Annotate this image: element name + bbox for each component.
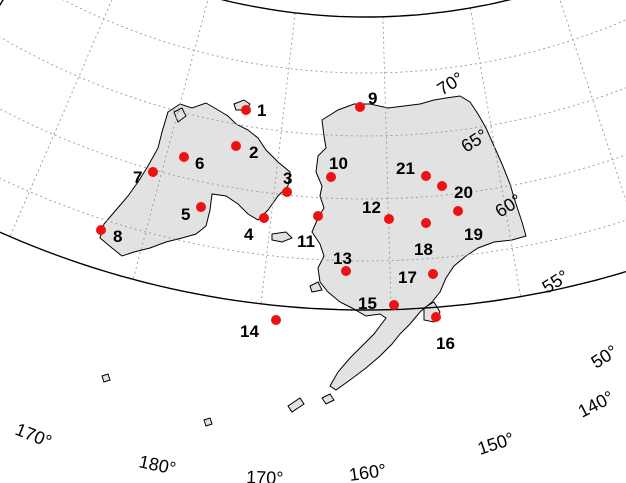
site-marker [421,171,431,181]
site-label: 6 [195,154,204,173]
site-label: 14 [240,322,259,341]
site-marker [428,269,438,279]
meridian-line [469,7,522,297]
site-marker [421,218,431,228]
aleutian-island-e [321,393,335,405]
site-marker [271,315,281,325]
site-label: 2 [249,143,258,162]
site-marker [148,167,158,177]
site-marker [341,266,351,276]
meridian-line [132,0,209,280]
site-label: 13 [333,249,352,268]
meridian-line [382,16,392,310]
map-frame [0,0,626,311]
land-masses [99,95,527,427]
site-label: 10 [329,154,348,173]
longitude-label: 180° [137,451,178,478]
site-marker [355,102,365,112]
site-marker [179,152,189,162]
site-marker [96,225,106,235]
latitude-line [0,177,626,262]
site-label: 16 [436,334,455,353]
meridian-line [559,0,626,203]
site-label: 3 [283,169,292,188]
latitude-label: 50° [588,341,622,372]
chukotka-north-island [173,107,187,123]
site-label: 15 [358,294,377,313]
aleutian-island-d [203,417,213,427]
latitude-line [62,0,626,74]
site-marker [282,187,292,197]
site-label: 12 [362,198,381,217]
site-label: 19 [464,225,483,244]
site-marker [389,300,399,310]
site-marker [313,211,323,221]
site-marker [241,105,251,115]
longitude-label: 140° [575,387,617,422]
site-label: 20 [454,183,473,202]
aleutian-island-a [309,281,323,293]
st-lawrence-island [271,231,293,243]
site-label: 7 [133,168,142,187]
meridian-line [9,0,113,237]
site-label: 11 [297,232,315,251]
site-label: 17 [398,268,417,287]
alaska-landmass [311,95,527,391]
aleutian-island-c [101,373,111,383]
site-marker [437,181,447,191]
site-label: 5 [181,205,190,224]
longitude-label: 150° [475,428,517,459]
site-marker [231,141,241,151]
aleutian-island-b [287,397,305,413]
site-label: 4 [244,225,254,244]
site-label: 18 [414,240,433,259]
graticule [0,0,626,310]
site-marker [259,213,269,223]
longitude-label: 160° [348,460,388,483]
site-label: 8 [113,227,122,246]
longitude-labels: 170° 180° 170° 160° 150° 140° [13,387,617,483]
site-marker [453,206,463,216]
latitude-label: 70° [434,68,468,99]
site-label: 9 [368,89,377,108]
site-marker [431,312,441,322]
latitude-line [0,36,626,137]
site-marker [384,214,394,224]
chukotka-landmass [99,102,291,257]
site-label: 21 [396,159,415,178]
longitude-label: 170° [13,419,55,451]
site-marker [196,202,206,212]
site-marker [326,172,336,182]
latitude-line [0,108,626,200]
site-label: 1 [257,101,266,120]
meridian-line [260,12,296,304]
longitude-label: 170° [246,467,284,483]
